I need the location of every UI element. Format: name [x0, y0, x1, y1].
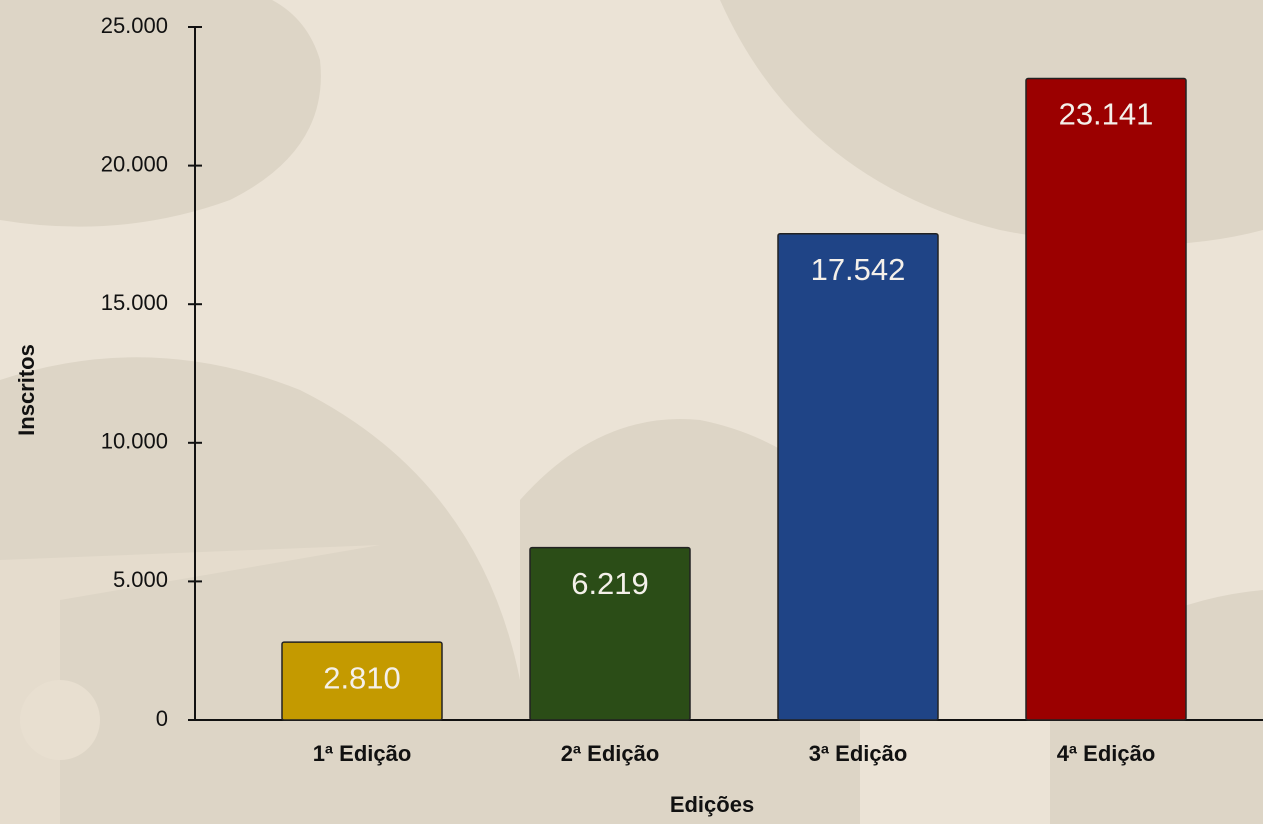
y-axis-label: Inscritos	[14, 344, 39, 436]
x-axis-label: Edições	[670, 792, 754, 817]
y-tick-label: 10.000	[101, 429, 168, 454]
y-tick-label: 0	[156, 706, 168, 731]
y-tick-label: 5.000	[113, 567, 168, 592]
bar	[281, 641, 443, 721]
x-tick-label: 1ª Edição	[313, 741, 412, 766]
x-tick-label: 4ª Edição	[1057, 741, 1156, 766]
bar-value-label: 2.810	[323, 660, 401, 695]
x-tick-label: 2ª Edição	[561, 741, 660, 766]
bar-value-label: 23.141	[1059, 97, 1154, 132]
bar	[1025, 77, 1187, 721]
y-tick-label: 20.000	[101, 151, 168, 176]
bar-value-label: 6.219	[571, 566, 649, 601]
x-tick-label: 3ª Edição	[809, 741, 908, 766]
bar	[777, 232, 939, 721]
bar	[529, 546, 691, 721]
y-tick-label: 25.000	[101, 13, 168, 38]
bar-value-label: 17.542	[811, 252, 906, 287]
y-tick-label: 15.000	[101, 290, 168, 315]
